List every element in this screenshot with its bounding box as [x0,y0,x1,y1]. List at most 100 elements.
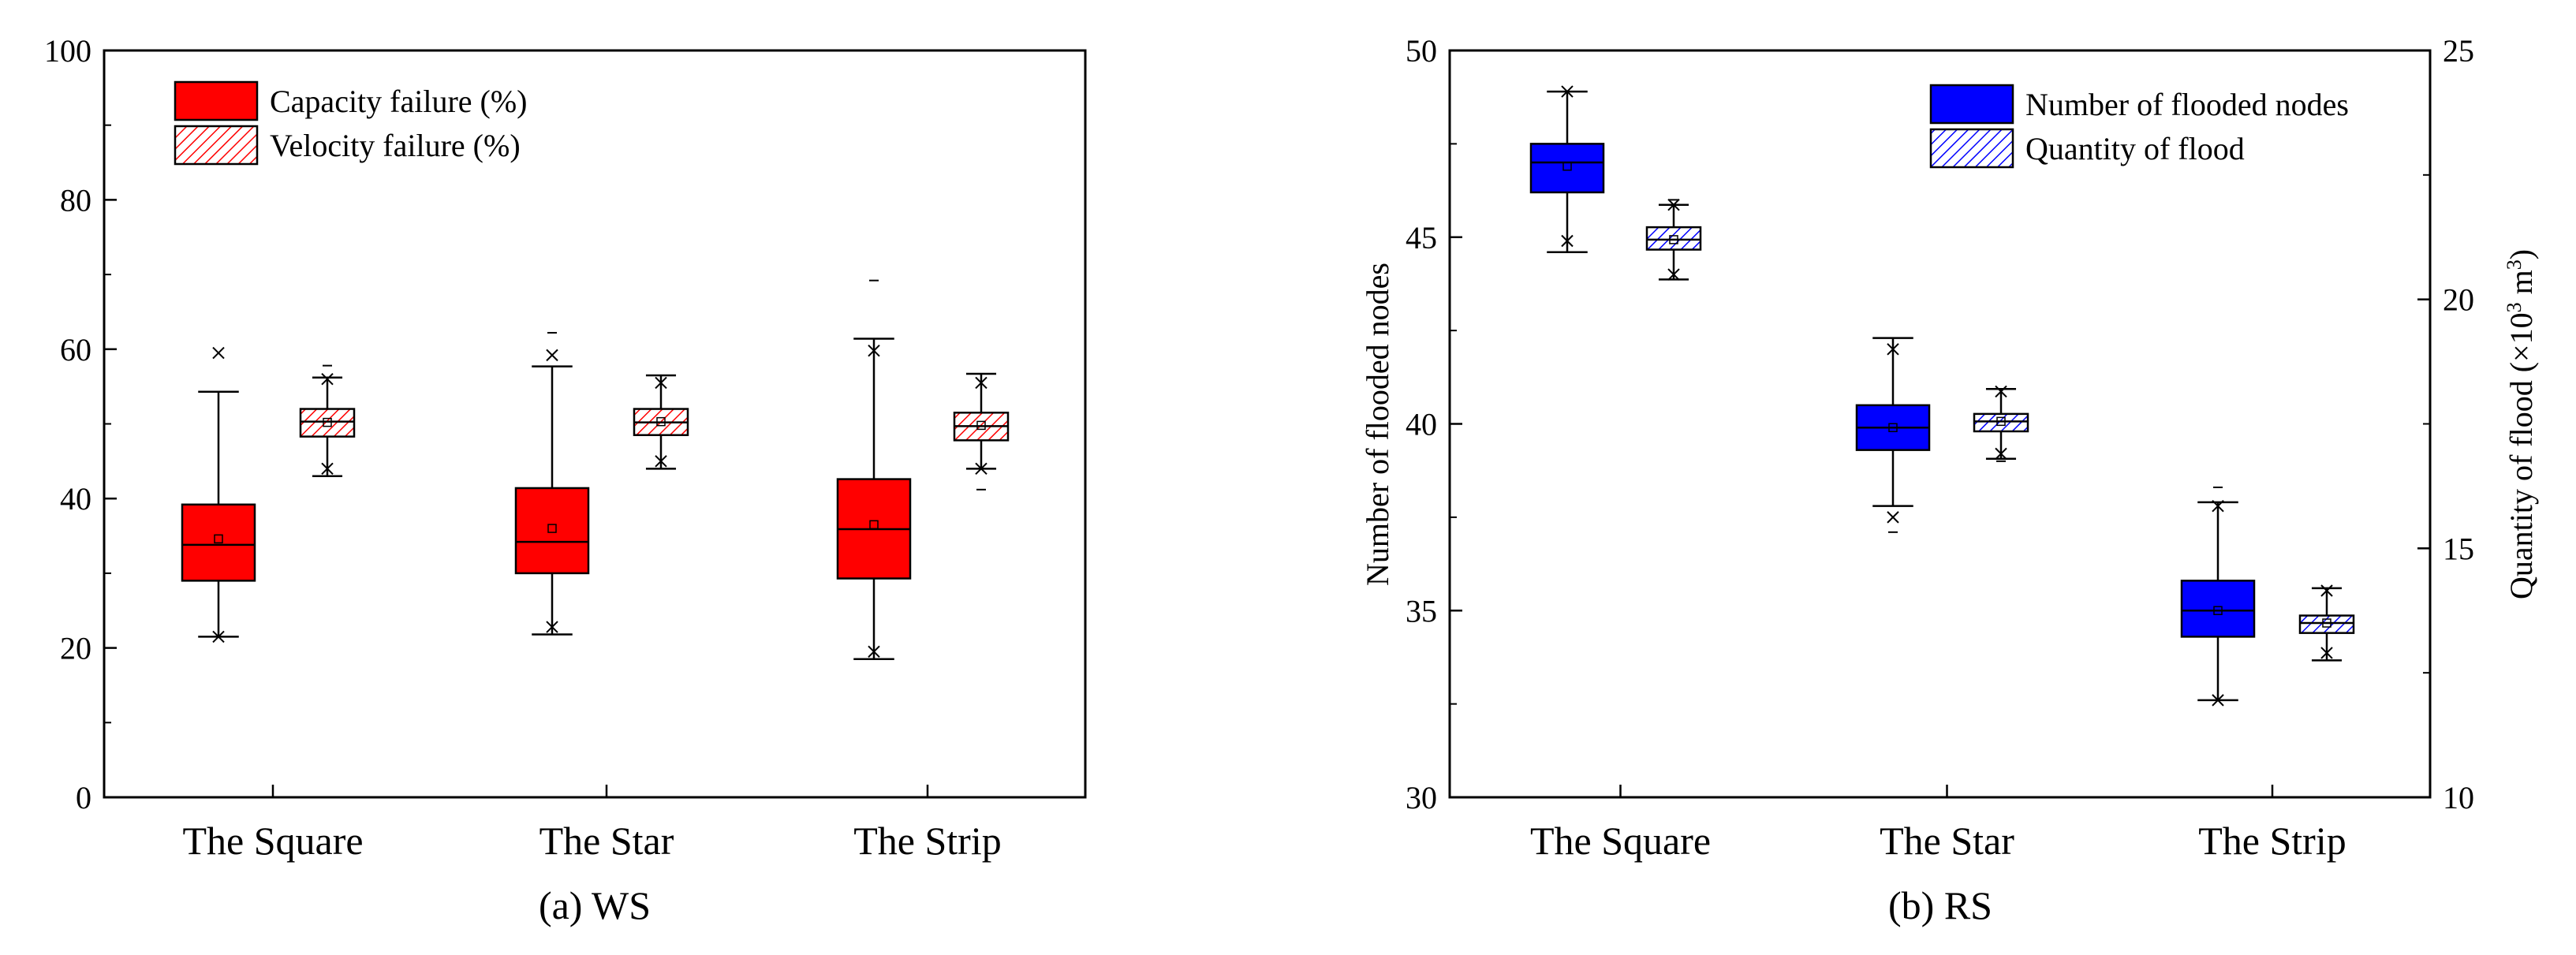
ws-series2-box-2-extreme-1-stroke-b [655,455,667,468]
ws-series1-box-1-extreme-2-stroke-b [212,346,225,360]
rs-series1-box-1-iqr [1529,143,1605,194]
rs-series2-box-2 [1973,385,2029,462]
ws-series2-box-2-extreme-2 [655,376,667,390]
rs-series1-box-2-extreme-2 [1887,343,1899,356]
rs-xtick-label-0: The Square [1530,819,1711,863]
ws-series2-box-2-extreme-2-stroke-b [655,376,667,390]
rs-y2-axis-label: Quantity of flood (×103 m3) [2503,249,2540,599]
rs-plot-area [1529,85,2355,707]
rs-series2-box-3-iqr [2298,614,2355,634]
rs-legend: Number of flooded nodes Quantity of flood [1929,84,2349,169]
rs-series2-box-2-extreme-2 [1995,385,2007,398]
ws-series1-box-1-extreme-1-stroke-b [212,630,225,644]
ws-series2-box-3-extreme-1 [975,462,987,476]
rs-series2-box-2-extreme-2-stroke-b [1995,385,2007,398]
ws-y-axis: 0 20 40 60 80 100 [44,33,117,815]
rs-ytick-label-3: 45 [1406,220,1437,256]
rs-series1-box-2-mean [1888,423,1898,432]
ws-series2-box-1-mean [323,417,332,427]
rs-series2-box-3 [2298,584,2355,662]
rs-legend-swatch-2 [1929,128,2014,169]
rs-series2-box-1-extreme-2 [1667,199,1680,211]
rs-y2tick-label-2: 20 [2443,282,2474,318]
rs-series2-box-2-extreme-1 [1995,447,2007,461]
ws-series1-box-1 [181,346,256,644]
rs-series2-box-2-mean [1996,416,2006,427]
rs-series2-box-3-extreme-2 [2320,584,2333,597]
ws-series1-box-3 [836,279,912,661]
rs-legend-label-1: Number of flooded nodes [2025,87,2349,122]
rs-series1-box-1 [1529,85,1605,253]
rs-series2-box-1-mean [1669,235,1678,244]
rs-series2-box-1 [1645,199,1702,281]
rs-series2-box-3-mean [2322,618,2331,628]
rs-legend-label-2: Quantity of flood [2025,131,2245,166]
ws-series2-box-1-extreme-2 [321,372,334,386]
rs-series1-box-1-extreme-2 [1561,85,1574,98]
ws-series1-box-1-extreme-1 [212,630,225,644]
rs-series1-box-3-extreme-2 [2212,499,2224,513]
rs-ytick-label-4: 50 [1406,33,1437,69]
ws-series2-box-1-extreme-1 [321,462,334,476]
rs-series1-box-2-extreme-1 [1887,511,1899,524]
ws-series1-box-3-extreme-2 [868,344,880,357]
rs-series1-box-1-extreme-1-stroke-b [1561,234,1574,248]
rs-series1-box-3-extreme-1 [2212,694,2224,707]
ws-series1-box-2-mean [547,524,557,533]
rs-series1-box-3 [2180,486,2256,707]
ws-ytick-label-0: 0 [76,780,91,815]
ws-legend-label-2: Velocity failure (%) [270,128,521,163]
ws-series1-box-2-iqr [514,487,590,575]
rs-ytick-label-0: 30 [1406,780,1437,815]
rs-xtick-label-1: The Star [1880,819,2014,863]
rs-series1-box-1-extreme-2-stroke-b [1561,85,1574,98]
rs-y-axis-right: 10 15 20 25 [2417,33,2474,815]
ws-series2-box-3 [953,372,1010,491]
rs-ytick-label-2: 40 [1406,407,1437,442]
ws-x-axis: The Square The Star The Strip [182,785,1002,863]
rs-series1-box-3-iqr [2180,580,2256,638]
rs-y-axis-left: 30 35 40 45 50 [1406,33,1462,815]
ws-series2-box-1-extreme-1-stroke-b [321,462,334,476]
panel-ws: 0 20 40 60 80 100 The Square The Star The Strip… [44,33,1087,927]
ws-series2-box-2-extreme-1 [655,455,667,468]
rs-series1-box-3-extreme-1-stroke-b [2212,694,2224,707]
rs-legend-swatch-1 [1929,84,2014,125]
rs-series1-box-1-mean [1562,162,1572,171]
rs-series1-box-2 [1855,337,1931,533]
ws-series1-box-3-extreme-1 [868,645,880,658]
rs-y2tick-label-3: 25 [2443,33,2474,69]
ws-legend-label-1: Capacity failure (%) [270,84,528,119]
rs-series1-box-1-extreme-1 [1561,234,1574,248]
ws-plot-area [181,279,1010,661]
ws-xtick-label-1: The Star [539,819,674,863]
rs-y-axis-label: Number of flooded nodes [1360,263,1395,586]
ws-ytick-label-4: 80 [60,182,91,218]
ws-ytick-label-5: 100 [44,33,91,69]
rs-series2-box-3-extreme-1-stroke-b [2320,647,2333,659]
ws-series1-box-1-extreme-2 [212,346,225,360]
ws-series2-box-3-extreme-1-stroke-b [975,462,987,476]
rs-y2tick-label-0: 10 [2443,780,2474,815]
rs-xtick-label-2: The Strip [2198,819,2346,863]
ws-ytick-label-3: 60 [60,332,91,367]
ws-series2-box-1-iqr [299,408,356,438]
ws-series1-box-3-extreme-2-stroke-b [868,344,880,357]
ws-legend: Capacity failure (%) Velocity failure (%) [174,80,528,166]
ws-legend-swatch-1 [174,80,259,121]
ws-xtick-label-2: The Strip [853,819,1001,863]
ws-series2-box-3-extreme-2-stroke-b [975,376,987,390]
rs-series1-box-2-extreme-2-stroke-b [1887,343,1899,356]
ws-series2-box-3-mean [976,420,986,431]
rs-series2-box-1-extreme-1-stroke-b [1667,268,1680,281]
ws-series1-box-3-mean [869,520,879,530]
rs-series2-box-3-extreme-2-stroke-b [2320,584,2333,597]
ws-series1-box-2 [514,331,590,636]
ws-series1-box-2-extreme-1-stroke-b [546,621,558,633]
rs-series2-box-2-iqr [1973,412,2029,433]
rs-y2tick-label-1: 15 [2443,531,2474,566]
rs-series1-box-3-mean [2213,606,2223,615]
rs-series2-box-3-extreme-1 [2320,647,2333,659]
